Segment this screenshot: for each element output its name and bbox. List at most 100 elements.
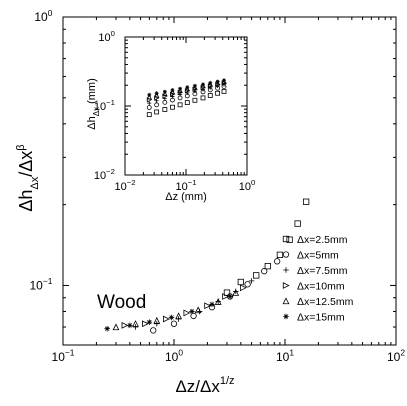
main-data-point	[232, 289, 240, 296]
main-data-point	[175, 312, 182, 320]
main-x-tick-label: 102	[387, 348, 405, 364]
main-plot-layer: 10−1 100 101 102 10−1 100 Δx=2.5mm Δx=5mm Δx=7.5…	[29, 8, 405, 364]
inset-data-point	[215, 90, 221, 96]
inset-data-point	[177, 102, 183, 108]
inset-data-point	[177, 87, 183, 93]
main-data-point	[227, 293, 233, 300]
main-data-point	[146, 319, 153, 325]
inset-data-point	[201, 82, 206, 87]
legend-label: Δx=10mm	[297, 281, 345, 293]
main-y-tick-label: 10−1	[29, 276, 52, 292]
inset-data-point	[146, 94, 152, 100]
main-data-point	[253, 272, 260, 279]
main-data-point	[223, 289, 231, 296]
inset-data-point	[221, 88, 227, 94]
main-data-point	[189, 308, 195, 315]
main-x-tick-label: 10−1	[52, 348, 75, 364]
main-data-point	[261, 268, 268, 275]
inset-data-point	[207, 93, 213, 98]
main-data-point	[104, 325, 110, 332]
inset-data-point	[192, 97, 198, 103]
legend-marker	[282, 282, 290, 289]
inset-data-point	[200, 95, 206, 101]
legend-marker	[282, 235, 290, 243]
main-data-point	[244, 281, 251, 288]
main-x-tick-label: 101	[276, 348, 294, 364]
main-data-point	[294, 220, 301, 227]
main-annotation: Wood	[97, 292, 146, 313]
main-data-point	[204, 302, 212, 310]
main-data-point	[183, 309, 191, 317]
legend-label: Δx=5mm	[297, 250, 339, 262]
inset-data-point	[184, 85, 190, 92]
main-data-point	[112, 323, 120, 331]
main-plot-frame	[62, 16, 397, 346]
main-data-point	[209, 301, 215, 308]
main-data-point	[286, 236, 293, 243]
inset-data-point	[192, 84, 198, 90]
legend-label: Δx=12.5mm	[297, 296, 354, 308]
legend-label: Δx=2.5mm	[297, 234, 348, 246]
main-data-point	[276, 251, 284, 259]
inset-data-point	[170, 104, 175, 110]
inset-y-axis-label: ΔhΔx (mm)	[86, 78, 101, 130]
main-data-point	[214, 298, 222, 305]
inset-data-point	[154, 102, 160, 108]
main-data-point	[121, 321, 129, 329]
main-data-point	[132, 324, 139, 330]
main-x-axis-label: Δz/Δx1/z	[175, 375, 234, 396]
inset-data-point	[185, 85, 190, 90]
inset-data-point	[147, 101, 152, 106]
inset-data-point	[192, 83, 197, 88]
main-data-point	[154, 320, 160, 327]
main-x-tick-label: 100	[165, 348, 183, 364]
main-data-point	[274, 258, 281, 265]
inset-data-point	[169, 89, 176, 95]
main-data-point	[150, 327, 157, 334]
inset-y-tick-label: 10−2	[94, 167, 115, 182]
main-data-point	[194, 306, 202, 314]
inset-x-axis-label: Δz (mm)	[165, 191, 207, 203]
inset-data-point	[178, 86, 183, 91]
inset-background	[125, 37, 247, 175]
inset-data-point	[146, 105, 152, 110]
main-data-point	[132, 320, 139, 327]
inset-plot-layer: 10−2 10−1 100 10−2 10−1 100	[94, 29, 255, 193]
inset-y-tick-label: 10−1	[94, 98, 115, 113]
inset-data-point	[162, 90, 168, 97]
main-data-point	[222, 293, 229, 300]
main-y-tick-label: 100	[34, 8, 52, 24]
legend-marker	[283, 267, 289, 273]
inset-data-point	[147, 92, 152, 97]
inset-data-point	[170, 88, 175, 93]
inset-y-tick-label: 100	[98, 29, 115, 44]
inset-data-point	[154, 98, 159, 103]
main-data-point	[264, 262, 271, 270]
legend-marker	[283, 313, 289, 320]
main-data-point	[142, 320, 149, 328]
inset-x-tick-label: 10−2	[114, 178, 135, 193]
inset-data-point	[162, 89, 167, 94]
inset-data-point	[208, 80, 213, 85]
main-data-point	[163, 315, 170, 323]
inset-data-point	[153, 92, 160, 98]
main-data-point	[237, 278, 244, 286]
main-data-point	[170, 320, 178, 327]
main-data-point	[240, 284, 247, 292]
inset-data-point	[184, 100, 190, 106]
inset-data-point	[162, 107, 168, 112]
main-data-point	[168, 314, 175, 321]
legend-marker	[282, 297, 290, 305]
inset-data-point	[154, 91, 159, 96]
main-data-point	[302, 198, 310, 205]
inset-x-tick-label: 10−1	[175, 178, 196, 193]
legend-label: Δx=15mm	[297, 312, 345, 324]
legend-marker	[282, 251, 290, 258]
inset-data-point	[162, 93, 168, 99]
main-y-axis-label: ΔhΔx/Δxβ	[15, 144, 41, 211]
legend-label: Δx=7.5mm	[297, 265, 348, 277]
inset-data-point	[222, 78, 227, 83]
main-data-point	[215, 298, 221, 305]
